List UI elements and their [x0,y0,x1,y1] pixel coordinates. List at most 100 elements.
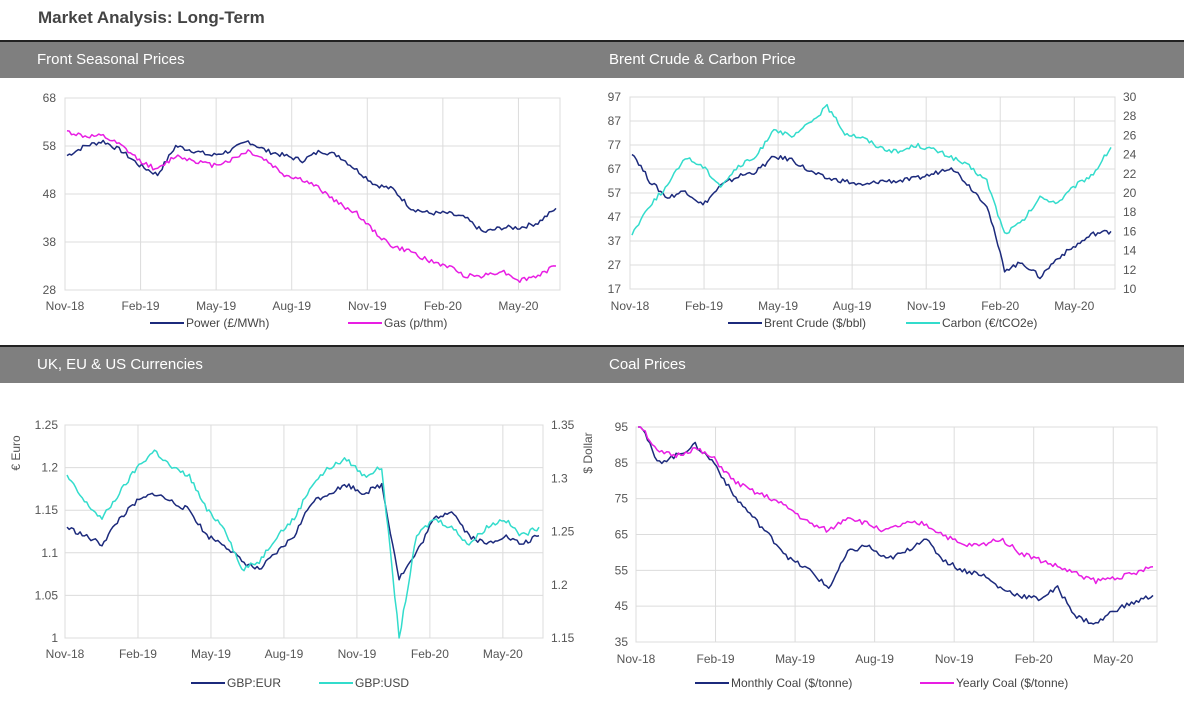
x-tick-label: Nov-19 [907,299,946,313]
x-tick-label: May-19 [775,652,815,666]
series-line-1 [66,129,557,283]
panel-header-coal: Coal Prices [572,345,1184,383]
y-right-tick-label: 1.15 [551,631,575,645]
y-right-tick-label: 30 [1123,90,1137,104]
y-left-tick-label: 75 [615,492,629,506]
y-right-tick-label: 10 [1123,282,1137,296]
x-tick-label: Feb-19 [685,299,723,313]
x-tick-label: May-20 [483,647,523,661]
x-tick-label: Feb-20 [411,647,449,661]
y-left-tick-label: 67 [608,162,622,176]
x-tick-label: May-19 [191,647,231,661]
legend-label: Yearly Coal ($/tonne) [956,676,1068,690]
y-left-tick-label: 97 [608,90,622,104]
x-tick-label: May-19 [196,299,236,313]
y-right-tick-label: 1.25 [551,525,575,539]
y-left-tick-label: 38 [43,235,57,249]
legend-label: Carbon (€/tCO2e) [942,316,1037,330]
y-right-tick-label: 22 [1123,167,1137,181]
y-left-tick-label: 27 [608,258,622,272]
y-right-tick-label: 1.35 [551,418,575,432]
series-line-0 [66,139,557,234]
x-tick-label: Feb-19 [119,647,157,661]
y-left-tick-label: 35 [615,635,629,649]
plot-frame [64,424,544,639]
x-tick-label: Aug-19 [272,299,311,313]
y-left-tick-label: 1.2 [41,461,58,475]
x-tick-label: Aug-19 [833,299,872,313]
y-left-tick-label: 1 [51,631,58,645]
x-tick-label: Aug-19 [855,652,894,666]
x-tick-label: Nov-18 [611,299,650,313]
y-right-tick-label: 20 [1123,186,1137,200]
x-tick-label: Nov-19 [338,647,377,661]
y-left-tick-label: 87 [608,114,622,128]
y-right-tick-label: 26 [1123,128,1137,142]
series-line-1 [638,426,1154,585]
series-line-0 [66,482,540,581]
series-line-0 [638,426,1154,625]
y-left-tick-label: 68 [43,91,57,105]
y-right-tick-label: 28 [1123,109,1137,123]
legend-label: Monthly Coal ($/tonne) [731,676,852,690]
y-left-tick-label: 37 [608,234,622,248]
panel-header-brent-carbon: Brent Crude & Carbon Price [572,40,1184,78]
x-tick-label: Nov-18 [46,299,85,313]
x-tick-label: Nov-18 [46,647,85,661]
chart-coal: Nov-18 Feb-19 May-19 Aug-19 Nov-19 Feb-20 May-… [615,420,1158,690]
x-tick-label: May-20 [498,299,538,313]
y-right-tick-label: 12 [1123,263,1137,277]
x-tick-label: Feb-20 [424,299,462,313]
y-left-tick-label: 1.05 [35,588,59,602]
x-tick-label: Nov-19 [935,652,974,666]
y-left-tick-label: 45 [615,599,629,613]
x-tick-label: Feb-19 [122,299,160,313]
y-right-tick-label: 14 [1123,244,1137,258]
x-tick-label: May-20 [1093,652,1133,666]
series-line-1 [66,449,540,639]
y-left-tick-label: 77 [608,138,622,152]
y-right-axis-title: $ Dollar [581,432,595,473]
y-left-tick-label: 1.1 [41,546,58,560]
page-title: Market Analysis: Long-Term [38,8,265,27]
x-tick-label: May-20 [1054,299,1094,313]
legend-label: GBP:EUR [227,676,281,690]
x-tick-label: May-19 [758,299,798,313]
x-tick-label: Aug-19 [265,647,304,661]
y-left-tick-label: 17 [608,282,622,296]
y-left-tick-label: 1.25 [35,418,59,432]
y-left-tick-label: 85 [615,456,629,470]
y-left-tick-label: 28 [43,283,57,297]
y-left-tick-label: 47 [608,210,622,224]
x-tick-label: Nov-19 [348,299,387,313]
y-left-tick-label: 55 [615,563,629,577]
x-tick-label: Feb-20 [1015,652,1053,666]
chart-currencies: Nov-18 Feb-19 May-19 Aug-19 Nov-19 Feb-20 May-… [9,418,595,690]
series-line-1 [631,103,1112,236]
legend-label: Gas (p/thm) [384,316,447,330]
y-right-tick-label: 16 [1123,224,1137,238]
y-left-axis-title: € Euro [9,435,23,471]
legend-label: Power (£/MWh) [186,316,269,330]
panel-header-front-seasonal: Front Seasonal Prices [0,40,572,78]
y-right-tick-label: 1.2 [551,578,568,592]
y-left-tick-label: 65 [615,528,629,542]
y-right-tick-label: 18 [1123,205,1137,219]
chart-front-seasonal: Nov-18 Feb-19 May-19 Aug-19 Nov-19 Feb-20 May-… [43,91,561,330]
x-tick-label: Feb-20 [981,299,1019,313]
chart-brent-carbon: Nov-18 Feb-19 May-19 Aug-19 Nov-19 Feb-20 May-… [608,90,1137,330]
y-left-tick-label: 1.15 [35,503,59,517]
y-left-tick-label: 48 [43,187,57,201]
y-right-tick-label: 1.3 [551,471,568,485]
series-line-0 [631,153,1112,280]
y-left-tick-label: 57 [608,186,622,200]
y-right-tick-label: 24 [1123,148,1137,162]
y-left-tick-label: 58 [43,139,57,153]
legend-label: Brent Crude ($/bbl) [764,316,866,330]
x-tick-label: Feb-19 [697,652,735,666]
legend-label: GBP:USD [355,676,409,690]
y-left-tick-label: 95 [615,420,629,434]
x-tick-label: Nov-18 [617,652,656,666]
panel-header-currencies: UK, EU & US Currencies [0,345,572,383]
